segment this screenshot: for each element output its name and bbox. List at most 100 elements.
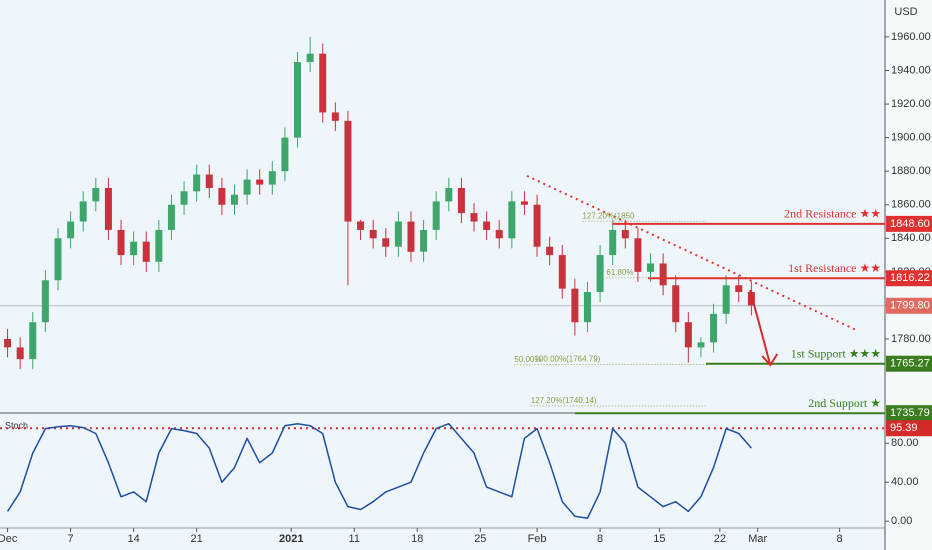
y-tick-label: 1880.00 [891, 165, 931, 177]
candle-body [155, 229, 163, 262]
arrow [749, 289, 772, 366]
candle-body [596, 255, 604, 293]
y-tick-label: 1960.00 [891, 31, 931, 43]
candle-body [621, 229, 629, 239]
price-label: 95.39 [890, 422, 918, 434]
price-label: 1735.79 [890, 407, 930, 419]
candle-body [193, 174, 201, 192]
candle-body [268, 171, 276, 185]
candle-body [205, 174, 213, 188]
price-label: 1765.27 [890, 358, 930, 370]
candle-body [420, 229, 428, 252]
x-tick-label: 21 [191, 533, 203, 545]
candle-body [79, 201, 87, 222]
candle-body [357, 221, 365, 230]
candle-body [432, 201, 440, 230]
candle-body [457, 187, 465, 214]
price-label: 1816.22 [890, 272, 930, 284]
candle-body [218, 187, 226, 205]
price-label: 1848.60 [890, 218, 930, 230]
x-tick-label: 7 [68, 533, 74, 545]
candle-body [710, 313, 718, 343]
fib-label: 127.20%(1850 [582, 211, 635, 220]
candle-body [54, 238, 62, 281]
candle-body [722, 285, 730, 314]
candle-body [29, 322, 37, 360]
candle-body [104, 187, 112, 230]
candle-body [4, 338, 12, 348]
fib-label: 50.00% [514, 355, 541, 364]
x-tick-label: 8 [597, 533, 603, 545]
candle-body [92, 187, 100, 202]
x-tick-label: 18 [411, 533, 423, 545]
candle-body [243, 179, 251, 195]
x-tick-label: 2021 [279, 533, 303, 545]
y-tick-label: 1840.00 [891, 232, 931, 244]
candle-body [16, 347, 24, 360]
candle-body [41, 280, 49, 323]
candle-body [470, 213, 478, 222]
x-tick-label: Dec [0, 533, 18, 545]
candle-body [67, 221, 75, 239]
y-tick-label: 0.00 [891, 515, 912, 527]
stoch-label: Stoch [5, 420, 28, 430]
candle-body [445, 187, 453, 202]
x-tick-label: 22 [714, 533, 726, 545]
candle-body [747, 292, 755, 306]
price-label-box [886, 355, 932, 372]
level-name: 1st Resistance ★★ [788, 261, 881, 275]
candle-body [130, 241, 138, 256]
x-tick-label: 15 [653, 533, 665, 545]
y-tick-label: 1780.00 [891, 333, 931, 345]
candle-body [533, 204, 541, 247]
candle-body [483, 221, 491, 230]
candle-body [735, 285, 743, 293]
price-label-box [886, 405, 932, 422]
candle-body [634, 238, 642, 272]
unit-label: USD [894, 6, 917, 18]
x-tick-label: 8 [837, 533, 843, 545]
y-tick-label: 1900.00 [891, 132, 931, 144]
candle-body [369, 229, 377, 239]
candle-body [382, 238, 390, 247]
candle-body [117, 229, 125, 256]
y-tick-label: 80.00 [891, 437, 919, 449]
y-tick-label: 1920.00 [891, 98, 931, 110]
candle-body [672, 285, 680, 323]
price-label-box [886, 215, 932, 232]
candle-body [281, 137, 289, 172]
price-label-box [886, 270, 932, 287]
candle-body [230, 194, 238, 205]
level-name: 1st Support ★★★ [791, 346, 881, 360]
candle-body [520, 201, 528, 205]
candle-body [167, 204, 175, 230]
level-name: 2nd Support ★ [808, 396, 881, 410]
candle-body [571, 288, 579, 323]
y-tick-label: 40.00 [891, 476, 919, 488]
candle-body [609, 229, 617, 256]
stoch-line [6, 422, 752, 520]
candle-body [180, 191, 188, 205]
price-label: 1799.80 [890, 300, 930, 312]
fib-label: 100.00%(1764.79) [535, 355, 601, 364]
price-label-box [886, 420, 932, 437]
candle-body [344, 120, 352, 222]
fib-label: 127.20%(1740.14) [531, 396, 597, 405]
trendline [526, 174, 857, 331]
candle-body [407, 221, 415, 252]
price-label-box [886, 297, 932, 314]
candle-body [294, 62, 302, 138]
candle-body [583, 292, 591, 323]
x-tick-label: 11 [349, 533, 360, 545]
x-tick-label: 25 [474, 533, 486, 545]
candle-body [647, 263, 655, 272]
candle-body [697, 342, 705, 348]
candle-body [306, 53, 314, 63]
candle-body [546, 246, 554, 256]
candle-body [495, 229, 503, 239]
y-tick-label: 1940.00 [891, 64, 931, 76]
candle-body [558, 255, 566, 289]
candle-body [659, 263, 667, 286]
x-tick-label: Feb [528, 533, 547, 545]
